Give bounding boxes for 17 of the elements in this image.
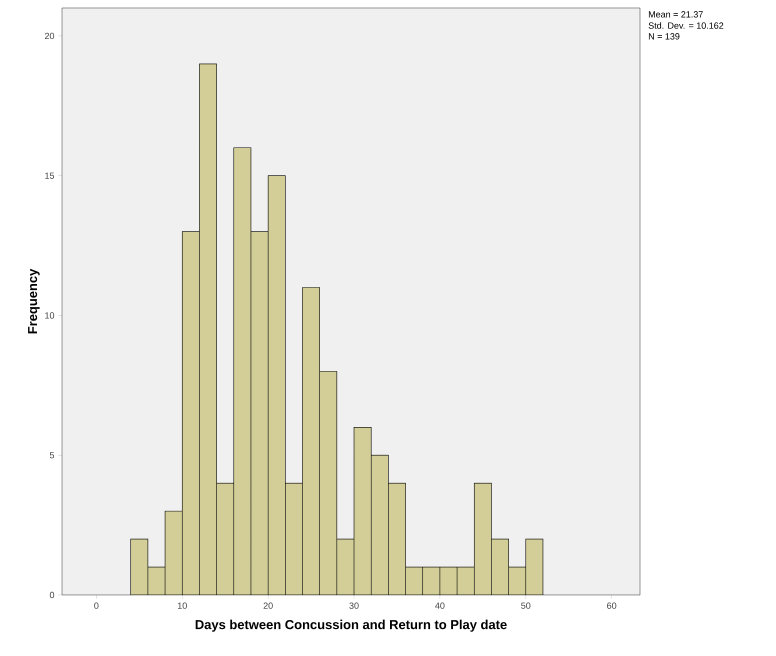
y-axis-title: Frequency: [28, 268, 40, 334]
y-tick-label: 5: [50, 452, 54, 458]
y-tick-label: 20: [44, 32, 54, 40]
y-tick-label: 0: [50, 592, 54, 598]
text: Std. Dev. = 10.162: [648, 22, 724, 29]
x-tick-label: 0: [94, 602, 99, 609]
text: Mean = 21.37: [648, 11, 703, 18]
text: N = 139: [648, 33, 680, 40]
y-tick-label: 15: [45, 172, 54, 179]
x-tick-label: 30: [349, 602, 359, 609]
y-tick-label: 10: [45, 312, 54, 319]
x-tick-label: 50: [521, 602, 530, 609]
x-tick-label: 10: [178, 602, 187, 609]
x-axis-title: Days between Concussion and Return to Play date: [196, 620, 507, 632]
x-tick-label: 20: [264, 602, 273, 609]
x-tick-label: 60: [607, 602, 616, 609]
x-tick-label: 40: [435, 602, 445, 609]
